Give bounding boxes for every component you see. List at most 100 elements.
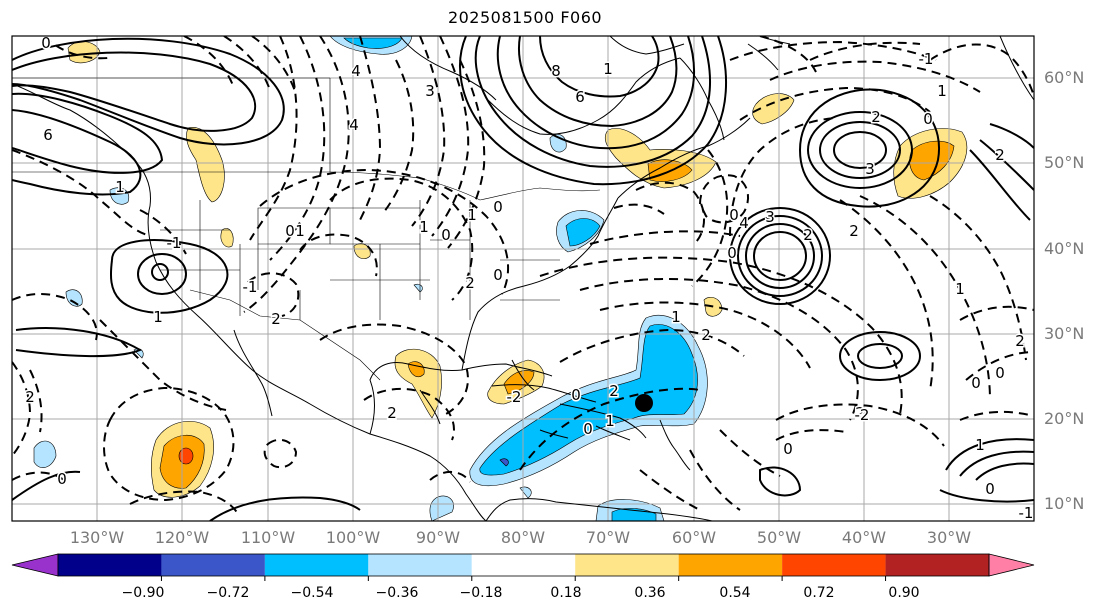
contour-label: 8	[551, 62, 561, 80]
contour-label: -1	[167, 234, 182, 252]
colorbar-swatch	[161, 554, 265, 576]
colorbar-extend-min	[11, 553, 59, 577]
contour-label: 2	[871, 108, 881, 126]
contour-label: 2	[387, 404, 397, 422]
contours-solid	[12, 36, 1034, 521]
contours-dashed	[12, 36, 1034, 515]
contour-label: 2	[701, 326, 711, 344]
lat-label: 10°N	[1044, 494, 1085, 513]
contour-label: 6	[43, 126, 53, 144]
lon-label: 70°W	[585, 528, 631, 547]
contour-label: -2	[855, 406, 870, 424]
colorbar-tick-label: 0.54	[719, 585, 751, 601]
lon-label: 110°W	[240, 528, 296, 547]
map-title: 2025081500 F060	[447, 8, 603, 27]
contour-label: 3	[765, 208, 775, 226]
contour-label: 1	[295, 222, 305, 240]
contour-label: 2	[803, 226, 813, 244]
lon-label: 60°W	[671, 528, 717, 547]
contour-label: 0	[493, 266, 503, 284]
colorbar-extend-max	[988, 553, 1035, 577]
colorbar-tick-label: −0.18	[459, 585, 503, 601]
lon-label: 90°W	[415, 528, 461, 547]
contour-label: 1	[419, 218, 429, 236]
lon-label: 100°W	[325, 528, 381, 547]
lon-label: 130°W	[69, 528, 125, 547]
contour-label: 1	[937, 82, 947, 100]
colorbar-swatch	[885, 554, 989, 576]
contour-label: 4	[351, 62, 361, 80]
lat-label: 40°N	[1044, 239, 1085, 258]
contour-label: 0	[727, 244, 737, 262]
colorbar-tick-label: 0.18	[550, 585, 582, 601]
contour-labels: 0614684310-11-120321-12012324021010-1202…	[24, 33, 1035, 524]
colorbar-tick-label: −0.54	[290, 585, 334, 601]
contour-label: 2	[849, 222, 859, 240]
colorbar-swatch	[782, 554, 886, 576]
contour-label: 2	[609, 382, 619, 400]
contour-label: 0	[783, 440, 793, 458]
contour-label: 1	[467, 206, 477, 224]
negative-shading	[33, 36, 708, 521]
contour-label: -1	[919, 50, 934, 68]
colorbar-tick-label: −0.90	[121, 585, 165, 601]
colorbar-tick-label: −0.36	[375, 585, 419, 601]
contour-label: 4	[349, 116, 359, 134]
contour-label: 1	[605, 412, 615, 430]
contour-label: 1	[975, 436, 985, 454]
contour-label: -1	[1019, 504, 1034, 522]
contour-label: 2	[271, 310, 281, 328]
colorbar-tick-label: 0.36	[634, 585, 666, 601]
contour-label: 1	[603, 60, 613, 78]
contour-label: -2	[507, 388, 522, 406]
contour-label: 3	[425, 82, 435, 100]
colorbar-swatch	[58, 554, 162, 576]
contour-label: 4	[739, 214, 749, 232]
contour-label: 0	[583, 420, 593, 438]
contour-label: 0	[923, 110, 933, 128]
contour-label: 1	[153, 308, 163, 326]
colorbar-outline	[57, 553, 990, 577]
lat-label: 50°N	[1044, 153, 1085, 172]
lon-label: 80°W	[500, 528, 546, 547]
lon-label: 30°W	[926, 528, 972, 547]
contour-label: 0	[441, 226, 451, 244]
contour-label: 2	[1015, 332, 1025, 350]
contour-label: 0	[571, 386, 581, 404]
contour-label: -1	[243, 278, 258, 296]
contour-label: 1	[671, 308, 681, 326]
colorbar-tick-label: −0.72	[206, 585, 250, 601]
contour-label: 0	[971, 374, 981, 392]
lon-label: 50°W	[756, 528, 802, 547]
contour-label: 2	[855, 404, 865, 422]
colorbar-tick-label: 0.72	[803, 585, 835, 601]
colorbar-swatch	[368, 554, 472, 576]
contour-label: 0	[285, 222, 295, 240]
colorbar-swatch	[471, 554, 576, 576]
map-field	[12, 36, 1034, 521]
lat-label: 20°N	[1044, 409, 1085, 428]
contour-label: 1	[955, 280, 965, 298]
contour-label: 0	[985, 480, 995, 498]
colorbar-swatch	[264, 554, 369, 576]
colorbar-swatch	[678, 554, 783, 576]
colorbar	[11, 553, 1035, 581]
contour-label: 1	[115, 178, 125, 196]
positive-shading	[67, 41, 968, 498]
lon-label: 40°W	[841, 528, 887, 547]
contour-label: 2	[25, 388, 35, 406]
contour-label: 2	[465, 274, 475, 292]
lat-label: 30°N	[1044, 324, 1085, 343]
contour-label: 0	[57, 470, 67, 488]
contour-label: 0	[41, 34, 51, 52]
colorbar-tick-label: 0.90	[888, 585, 920, 601]
contour-label: 0	[493, 198, 503, 216]
contour-label: 0	[995, 364, 1005, 382]
lat-label: 60°N	[1044, 68, 1085, 87]
contour-label: 2	[995, 146, 1005, 164]
colorbar-swatch	[575, 554, 679, 576]
contour-label: 0	[729, 206, 739, 224]
contour-label: 3	[865, 160, 875, 178]
storm-center-marker	[635, 394, 653, 412]
